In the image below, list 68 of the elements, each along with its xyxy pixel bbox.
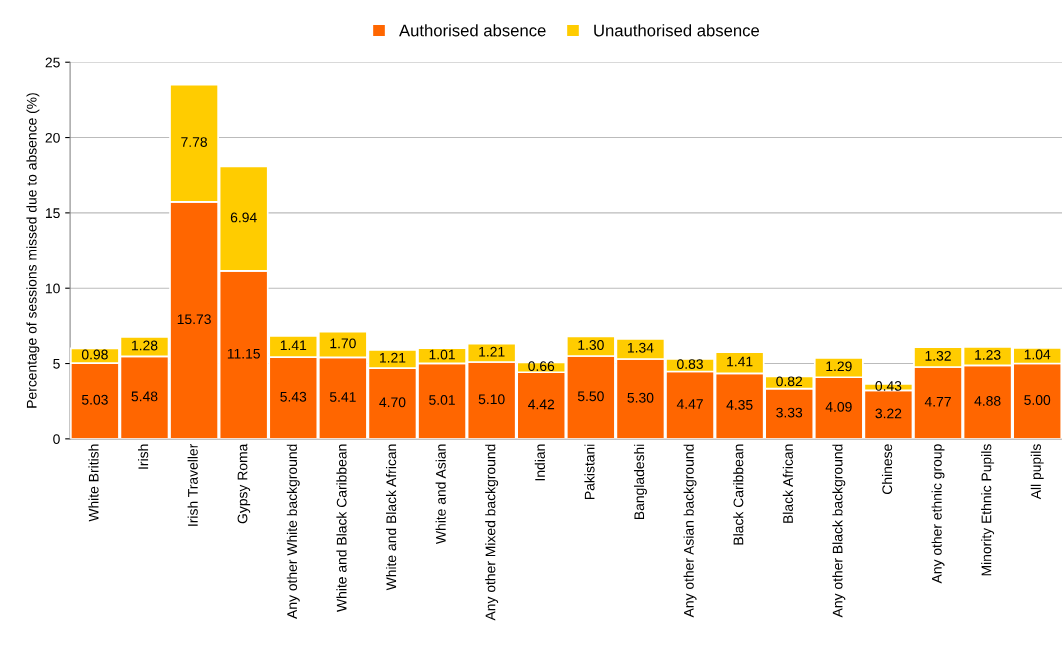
legend-label: Unauthorised absence bbox=[594, 24, 760, 37]
data-label: 5.10 bbox=[478, 394, 505, 405]
y-tick-label: 5 bbox=[53, 359, 60, 369]
x-tick-label: White and Black Caribbean bbox=[336, 444, 347, 612]
x-tick-label: White and Black African bbox=[385, 444, 397, 591]
x-tick-label: Indian bbox=[534, 444, 545, 481]
y-tick-label: 25 bbox=[45, 57, 60, 68]
data-label: 7.78 bbox=[181, 137, 207, 147]
data-label: 1.32 bbox=[925, 350, 951, 361]
data-label: 1.41 bbox=[280, 340, 307, 351]
data-label: 0.82 bbox=[776, 376, 803, 387]
y-tick-label: 10 bbox=[45, 283, 60, 294]
data-label: 4.35 bbox=[726, 399, 753, 410]
data-label: 4.88 bbox=[974, 395, 1001, 406]
data-label: 1.28 bbox=[132, 340, 158, 351]
x-tick-label: Any other Mixed background bbox=[485, 444, 499, 621]
data-label: 5.00 bbox=[1024, 395, 1051, 405]
data-label: 1.70 bbox=[330, 338, 356, 349]
data-label: 1.23 bbox=[975, 349, 1001, 360]
y-tick-label: 0 bbox=[53, 434, 60, 445]
data-label: 0.98 bbox=[81, 349, 108, 360]
x-tick-label: Any other Asian background bbox=[683, 444, 697, 618]
x-tick-label: Black Caribbean bbox=[733, 444, 744, 545]
legend-label: Authorised absence bbox=[399, 24, 546, 37]
x-tick-label: Black African bbox=[782, 444, 793, 523]
y-tick-label: 20 bbox=[45, 132, 60, 143]
x-tick-label: Pakistani bbox=[584, 444, 595, 499]
data-label: 15.73 bbox=[177, 314, 211, 325]
data-label: 1.21 bbox=[380, 352, 406, 363]
data-label: 3.22 bbox=[875, 408, 902, 419]
data-label: 1.21 bbox=[479, 346, 505, 357]
x-tick-label: Any other Black background bbox=[832, 444, 846, 618]
x-tick-label: White and Asian bbox=[435, 444, 446, 545]
y-tick-label: 15 bbox=[45, 208, 60, 219]
data-label: 5.03 bbox=[81, 394, 108, 405]
y-axis-title: Percentage of sessions missed due to absence (%) bbox=[26, 93, 40, 408]
x-tick-label: Bangladeshi bbox=[633, 444, 647, 520]
data-label: 1.01 bbox=[429, 349, 455, 360]
data-label: 0.83 bbox=[677, 359, 703, 369]
data-label: 5.50 bbox=[577, 391, 604, 402]
x-tick-label: All pupils bbox=[1030, 444, 1044, 500]
x-tick-label: Any other White background bbox=[286, 444, 300, 619]
data-label: 1.41 bbox=[727, 356, 753, 367]
x-tick-label: White British bbox=[88, 444, 99, 522]
data-label: 5.41 bbox=[329, 392, 356, 402]
data-label: 3.33 bbox=[776, 407, 803, 418]
data-label: 4.42 bbox=[528, 399, 555, 410]
data-label: 0.66 bbox=[528, 361, 555, 372]
data-label: 5.30 bbox=[627, 392, 654, 403]
x-tick-label: Any other ethnic group bbox=[931, 444, 945, 584]
x-tick-label: Irish Traveller bbox=[187, 443, 198, 526]
data-label: 5.01 bbox=[429, 395, 455, 405]
x-tick-label: Minority Ethnic Pupils bbox=[981, 444, 995, 576]
data-label: 5.43 bbox=[280, 391, 307, 402]
data-label: 4.47 bbox=[676, 399, 703, 409]
data-label: 4.77 bbox=[924, 396, 951, 407]
x-tick-label: Chinese bbox=[881, 444, 893, 494]
data-label: 1.30 bbox=[578, 340, 604, 350]
data-label: 1.29 bbox=[826, 361, 852, 372]
data-label: 11.15 bbox=[227, 348, 260, 359]
x-tick-label: Irish bbox=[138, 444, 149, 469]
data-label: 6.94 bbox=[230, 212, 257, 223]
data-label: 4.09 bbox=[825, 401, 852, 412]
data-label: 5.48 bbox=[131, 391, 158, 402]
data-label: 1.04 bbox=[1024, 349, 1051, 360]
data-label: 4.70 bbox=[379, 397, 406, 408]
x-tick-label: Gypsy Roma bbox=[237, 443, 251, 524]
data-label: 1.34 bbox=[627, 342, 654, 353]
